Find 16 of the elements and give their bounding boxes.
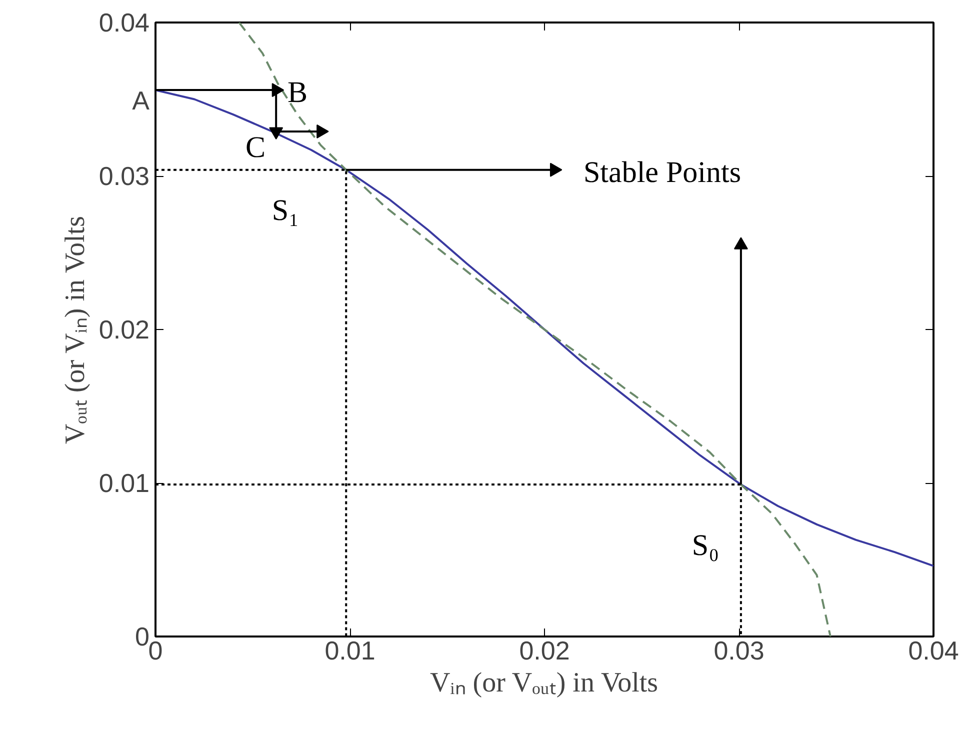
text: A	[132, 86, 150, 116]
x-axis-title: Vᵢₙ (or Vₒᵤₜ) in Volts	[430, 668, 658, 698]
x-tick-label: 0.04	[908, 636, 959, 666]
annotation: Stable Points	[584, 156, 742, 189]
annotation: B	[287, 76, 308, 109]
annotation: S₁	[272, 194, 300, 227]
x-tick-label: 0.02	[519, 636, 570, 666]
y-tick-label: 0.03	[98, 161, 150, 191]
x-tick-label: 0.03	[714, 636, 764, 666]
y-tick-label: 0.02	[98, 314, 150, 344]
y-tick-label: 0.01	[98, 468, 150, 498]
y-axis-title: Vₒᵤₜ (or Vᵢₙ) in Volts	[60, 216, 91, 444]
x-tick-label: 0.01	[324, 636, 376, 666]
annotation: C	[245, 131, 266, 164]
annotation: S₀	[692, 529, 720, 562]
y-tick-label: 0.04	[98, 8, 150, 38]
